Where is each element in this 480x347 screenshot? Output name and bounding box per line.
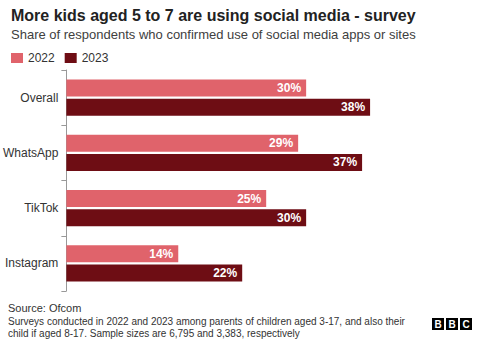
svg-text:14%: 14% [149, 247, 173, 261]
svg-text:Overall: Overall [20, 91, 58, 105]
svg-text:30%: 30% [277, 211, 301, 225]
svg-text:Source: Ofcom: Source: Ofcom [8, 302, 81, 314]
svg-text:2022: 2022 [28, 51, 55, 65]
svg-text:B: B [435, 319, 442, 330]
svg-text:22%: 22% [213, 266, 237, 280]
svg-text:TikTok: TikTok [24, 201, 59, 215]
svg-text:Instagram: Instagram [5, 256, 58, 270]
svg-text:37%: 37% [333, 155, 357, 169]
svg-text:29%: 29% [269, 136, 293, 150]
svg-text:Surveys conducted in 2022 and: Surveys conducted in 2022 and 2023 among… [8, 316, 408, 327]
svg-text:More kids aged 5 to 7 are usin: More kids aged 5 to 7 are using social m… [11, 7, 416, 24]
svg-text:30%: 30% [277, 81, 301, 95]
svg-text:C: C [463, 319, 470, 330]
svg-text:Share of respondents who confi: Share of respondents who confirmed use o… [11, 27, 416, 42]
svg-text:WhatsApp: WhatsApp [3, 146, 59, 160]
svg-text:B: B [449, 319, 456, 330]
svg-text:child if aged 8-17. Sample siz: child if aged 8-17. Sample sizes are 6,7… [8, 328, 300, 339]
svg-text:38%: 38% [341, 100, 365, 114]
svg-text:2023: 2023 [82, 51, 109, 65]
svg-text:25%: 25% [237, 192, 261, 206]
